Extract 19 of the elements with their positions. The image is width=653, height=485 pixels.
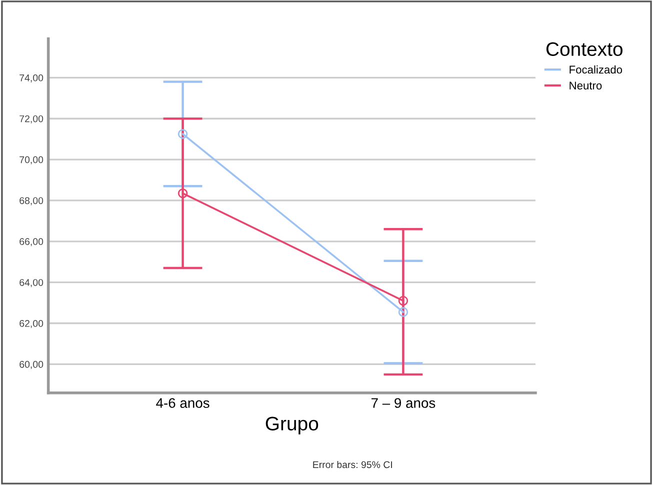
y-tick-label: 68,00 (20, 197, 44, 206)
y-tick-label: 62,00 (20, 320, 44, 328)
y-tick-label: 64,00 (20, 279, 44, 288)
point (178, 129, 188, 139)
text: Error bars: 95% CI (313, 460, 392, 468)
y-tick-label: 74,00 (20, 74, 44, 82)
y-tick-label: 60,00 (20, 360, 44, 369)
legend-label: Neutro (570, 82, 602, 90)
y-tick-label: 72,00 (20, 115, 44, 124)
point (178, 188, 188, 198)
legend-title: Contexto (546, 42, 622, 56)
y-tick-label: 70,00 (20, 156, 44, 164)
x-axis-title: Grupo (266, 416, 318, 434)
y-tick-label: 66,00 (20, 238, 44, 246)
x-tick-label: 4-6 anos (156, 398, 210, 408)
point (398, 307, 408, 317)
point (398, 296, 408, 306)
x-tick-label: 7 – 9 anos (371, 398, 436, 408)
legend-label: Focalizado (570, 65, 622, 74)
